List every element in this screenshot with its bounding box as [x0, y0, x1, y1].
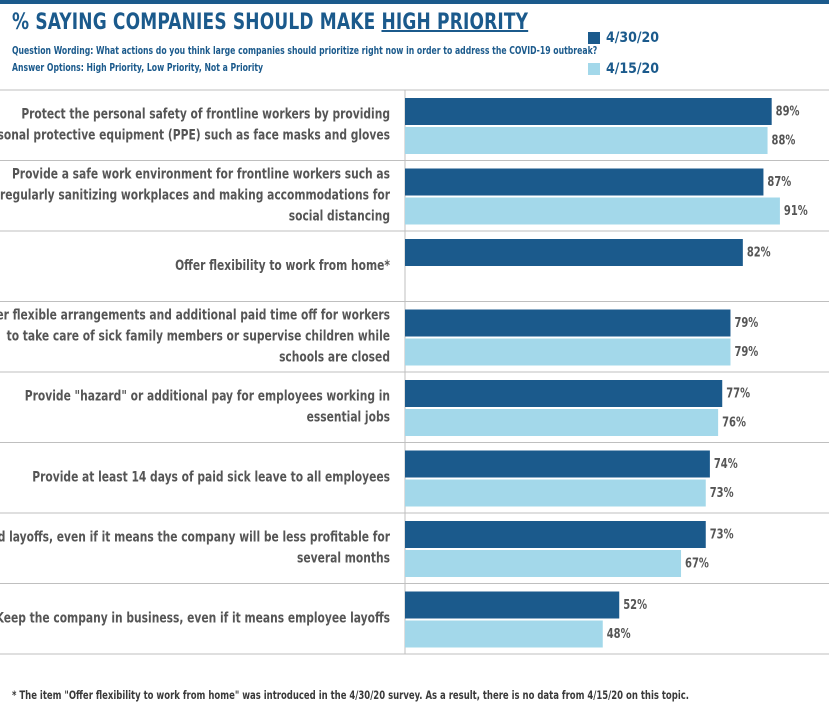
bar-series2 — [405, 338, 731, 366]
bar-series1 — [405, 450, 710, 478]
legend-swatch-series1 — [588, 32, 600, 44]
bar-series1 — [405, 309, 731, 337]
category-label: schools are closed — [279, 350, 390, 366]
data-label-series2: 73% — [710, 485, 734, 500]
data-label-series1: 87% — [767, 174, 791, 189]
bar-series1 — [405, 98, 772, 125]
question-wording: Question Wording: What actions do you th… — [12, 44, 598, 57]
category-label: Provide a safe work environment for fron… — [12, 167, 390, 183]
category-label: Avoid layoffs, even if it means the comp… — [0, 530, 390, 546]
data-label-series1: 52% — [623, 597, 647, 612]
data-label-series1: 89% — [776, 103, 800, 118]
data-label-series2: 88% — [772, 132, 796, 147]
data-label-series2: 67% — [685, 555, 709, 570]
data-label-series2: 48% — [607, 626, 631, 641]
category-label: Protect the personal safety of frontline… — [21, 107, 390, 123]
bar-series2 — [405, 550, 682, 577]
data-label-series1: 73% — [710, 526, 734, 541]
bar-series1 — [405, 168, 764, 196]
category-label: personal protective equipment (PPE) such… — [0, 128, 390, 144]
data-label-series1: 79% — [734, 315, 758, 330]
category-label: Keep the company in business, even if it… — [0, 611, 390, 627]
bar-series2 — [405, 197, 780, 225]
data-label-series2: 79% — [734, 344, 758, 359]
answer-options: Answer Options: High Priority, Low Prior… — [12, 61, 264, 74]
footnote: * The item "Offer flexibility to work fr… — [12, 688, 689, 702]
title-prefix: % SAYING COMPANIES SHOULD MAKE — [12, 10, 382, 35]
data-label-series1: 74% — [714, 456, 738, 471]
category-label: regularly sanitizing workplaces and maki… — [0, 188, 390, 204]
bar-series1 — [405, 380, 723, 407]
category-label: social distancing — [289, 209, 390, 225]
legend-label-series1: 4/30/20 — [606, 30, 660, 46]
bar-series2 — [405, 479, 706, 507]
bar-series2 — [405, 409, 719, 436]
data-label-series2: 91% — [784, 203, 808, 218]
legend-swatch-series2 — [588, 63, 600, 75]
category-label: essential jobs — [307, 410, 390, 426]
data-label-series1: 77% — [726, 385, 750, 400]
category-label: Offer flexibility to work from home* — [175, 258, 390, 274]
category-label: several months — [297, 551, 390, 567]
top-rule — [0, 0, 829, 4]
legend-label-series2: 4/15/20 — [606, 61, 660, 77]
category-label: to take care of sick family members or s… — [7, 329, 390, 345]
category-label: Provide at least 14 days of paid sick le… — [32, 470, 390, 486]
legend-item-series2: 4/15/20 — [588, 61, 659, 77]
title-highlight: HIGH PRIORITY — [381, 10, 529, 35]
bar-series2 — [405, 127, 768, 154]
data-label-series1: 82% — [747, 244, 771, 259]
chart-title: % SAYING COMPANIES SHOULD MAKE HIGH PRIO… — [12, 10, 528, 35]
data-label-series2: 76% — [722, 414, 746, 429]
category-label: Offer flexible arrangements and addition… — [0, 308, 390, 324]
bar-series1 — [405, 521, 706, 548]
legend-item-series1: 4/30/20 — [588, 30, 659, 46]
bar-series2 — [405, 620, 603, 648]
bar-series1 — [405, 239, 743, 266]
category-label: Provide "hazard" or additional pay for e… — [25, 389, 390, 405]
bar-series1 — [405, 591, 620, 619]
